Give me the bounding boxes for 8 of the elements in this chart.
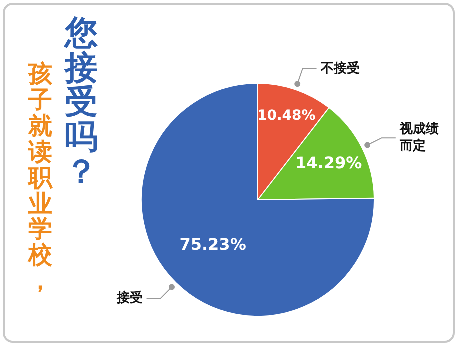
data-label: 10.48%	[257, 108, 316, 124]
slice-label: 视成绩而定	[398, 120, 439, 154]
text: 您接受吗？	[64, 13, 99, 191]
slice-label: 不接受	[320, 60, 360, 76]
data-label: 14.29%	[296, 154, 362, 173]
data-label: 75.23%	[180, 234, 246, 254]
slice-label: 接受	[116, 290, 143, 306]
text: 孩子就读职业学校，	[28, 60, 53, 296]
